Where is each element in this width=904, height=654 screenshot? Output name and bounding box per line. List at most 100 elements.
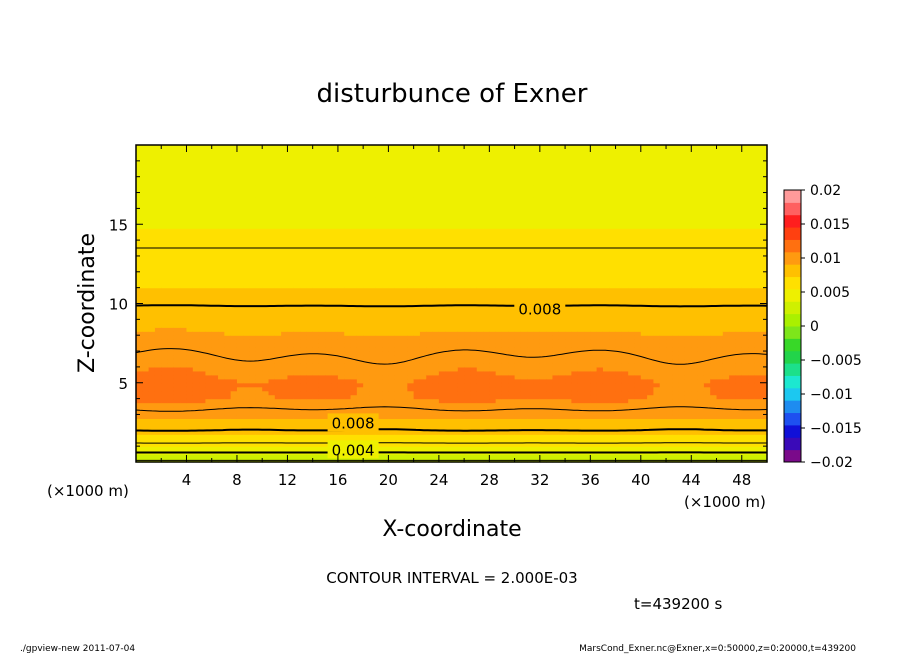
heatmap-cell — [438, 398, 446, 404]
heatmap-cell — [243, 160, 251, 166]
heatmap-cell — [508, 291, 516, 297]
heatmap-cell — [161, 406, 169, 412]
heatmap-cell — [268, 454, 276, 459]
heatmap-cell — [230, 251, 238, 257]
heatmap-cell — [495, 200, 503, 206]
heatmap-cell — [205, 184, 213, 190]
heatmap-cell — [413, 172, 421, 178]
heatmap-cell — [419, 216, 427, 221]
heatmap-cell — [527, 402, 535, 408]
heatmap-cell — [300, 386, 307, 392]
heatmap-cell — [388, 434, 396, 439]
heatmap-cell — [407, 422, 415, 427]
heatmap-cell — [501, 402, 509, 408]
heatmap-cell — [457, 386, 465, 392]
heatmap-cell — [205, 244, 213, 249]
heatmap-cell — [199, 406, 207, 412]
heatmap-cell — [369, 319, 377, 324]
heatmap-cell — [167, 216, 175, 221]
heatmap-cell — [173, 152, 181, 158]
heatmap-cell — [224, 208, 232, 213]
heatmap-cell — [180, 442, 188, 447]
heatmap-cell — [432, 212, 440, 217]
heatmap-cell — [375, 236, 383, 241]
heatmap-cell — [262, 382, 270, 388]
heatmap-cell — [300, 295, 307, 301]
heatmap-cell — [287, 232, 295, 237]
heatmap-cell — [419, 351, 427, 356]
heatmap-cell — [438, 394, 446, 400]
heatmap-cell — [527, 378, 535, 384]
heatmap-cell — [382, 358, 389, 364]
heatmap-cell — [337, 275, 345, 281]
heatmap-cell — [382, 319, 389, 324]
heatmap-cell — [470, 240, 478, 245]
heatmap-cell — [154, 244, 162, 249]
heatmap-cell — [236, 390, 244, 396]
heatmap-cell — [255, 370, 263, 376]
heatmap-cell — [287, 374, 295, 380]
heatmap-cell — [199, 200, 207, 206]
heatmap-cell — [483, 426, 490, 431]
heatmap-cell — [489, 291, 497, 297]
heatmap-cell — [148, 335, 156, 340]
heatmap-cell — [199, 188, 207, 194]
heatmap-cell — [344, 188, 352, 194]
heatmap-cell — [274, 295, 282, 301]
heatmap-cell — [136, 339, 143, 344]
heatmap-cell — [419, 240, 427, 245]
heatmap-cell — [142, 196, 150, 202]
heatmap-cell — [224, 156, 232, 162]
heatmap-cell — [356, 224, 364, 229]
heatmap-cell — [501, 418, 509, 423]
heatmap-cell — [413, 228, 421, 233]
heatmap-cell — [136, 442, 143, 447]
heatmap-cell — [470, 145, 478, 150]
heatmap-cell — [432, 315, 440, 320]
heatmap-cell — [287, 370, 295, 376]
heatmap-cell — [476, 315, 484, 320]
heatmap-cell — [287, 176, 295, 182]
heatmap-cell — [325, 279, 333, 285]
heatmap-cell — [236, 347, 244, 352]
heatmap-cell — [136, 271, 143, 277]
heatmap-cell — [388, 438, 396, 443]
heatmap-cell — [470, 156, 478, 162]
heatmap-cell — [337, 212, 345, 217]
heatmap-cell — [255, 434, 263, 439]
heatmap-cell — [337, 291, 345, 297]
heatmap-cell — [464, 374, 472, 380]
heatmap-cell — [476, 283, 484, 289]
heatmap-cell — [318, 402, 326, 408]
heatmap-cell — [407, 351, 415, 356]
heatmap-cell — [382, 311, 389, 316]
heatmap-cell — [356, 382, 364, 388]
heatmap-cell — [337, 355, 345, 360]
heatmap-cell — [224, 319, 232, 324]
heatmap-cell — [154, 164, 162, 170]
heatmap-cell — [508, 386, 516, 392]
heatmap-cell — [300, 172, 307, 178]
heatmap-cell — [218, 279, 225, 285]
heatmap-cell — [312, 366, 320, 372]
heatmap-cell — [255, 299, 263, 305]
heatmap-cell — [230, 398, 238, 404]
heatmap-cell — [413, 343, 421, 348]
heatmap-cell — [236, 156, 244, 162]
heatmap-cell — [483, 192, 490, 198]
heatmap-cell — [483, 394, 490, 400]
heatmap-cell — [205, 164, 213, 170]
heatmap-cell — [230, 331, 238, 336]
heatmap-cell — [489, 442, 497, 447]
heatmap-cell — [344, 220, 352, 225]
heatmap-cell — [413, 251, 421, 257]
heatmap-cell — [350, 283, 358, 289]
heatmap-cell — [186, 180, 194, 186]
heatmap-cell — [476, 366, 484, 372]
heatmap-cell — [419, 208, 427, 213]
heatmap-cell — [192, 426, 200, 431]
heatmap-cell — [394, 172, 402, 178]
heatmap-cell — [470, 358, 478, 364]
heatmap-cell — [413, 339, 421, 344]
heatmap-cell — [489, 271, 497, 277]
